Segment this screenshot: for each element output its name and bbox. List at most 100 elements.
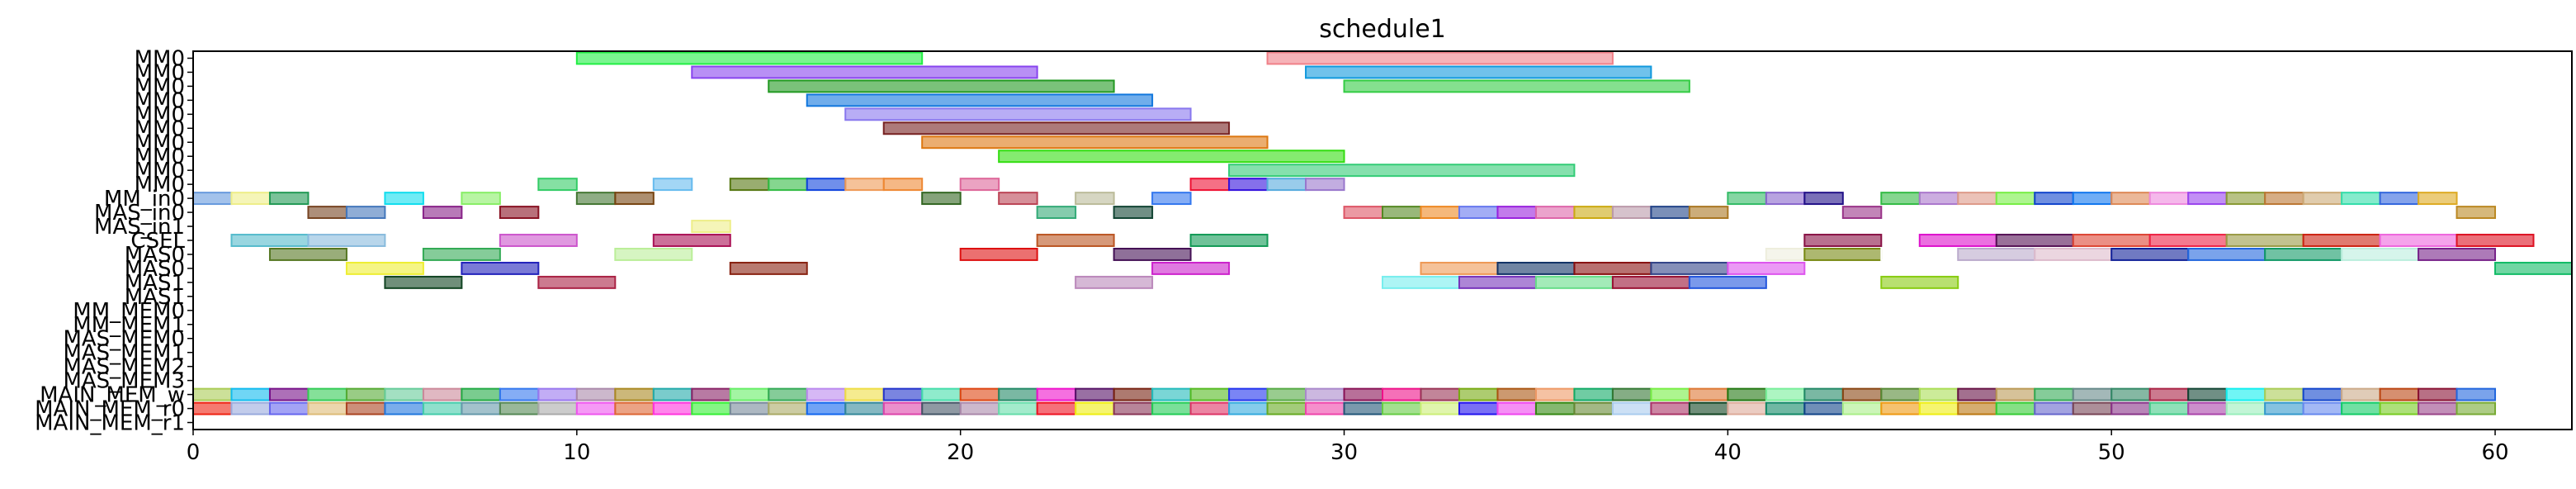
task-bar bbox=[998, 192, 1038, 206]
task-bar bbox=[1305, 401, 1345, 415]
task-bar bbox=[1650, 387, 1690, 401]
task-bar bbox=[768, 387, 808, 401]
task-bar bbox=[1765, 387, 1806, 401]
task-bar bbox=[2187, 192, 2228, 206]
task-bar bbox=[1496, 387, 1537, 401]
task-bar bbox=[1803, 192, 1844, 206]
row-label: MAS1 bbox=[125, 285, 185, 310]
task-bar bbox=[230, 401, 271, 415]
task-bar bbox=[2225, 387, 2266, 401]
x-axis: 0 10 20 30 40 50 60 bbox=[187, 430, 2509, 465]
task-bar bbox=[345, 261, 424, 275]
task-bar bbox=[1075, 387, 1115, 401]
task-bar bbox=[1880, 387, 1921, 401]
task-bar bbox=[2418, 401, 2458, 415]
task-bar bbox=[384, 275, 463, 289]
task-bar bbox=[2072, 192, 2113, 206]
task-bar bbox=[1266, 387, 1307, 401]
task-bar bbox=[1113, 206, 1154, 220]
row-label: MM_in0 bbox=[104, 187, 185, 211]
task-bar bbox=[1880, 401, 1921, 415]
task-bar bbox=[422, 401, 463, 415]
task-bar bbox=[2455, 206, 2497, 220]
task-bar bbox=[1841, 206, 1883, 220]
task-bar bbox=[1765, 192, 1806, 206]
task-bar bbox=[2034, 248, 2113, 261]
task-bar bbox=[1803, 401, 1844, 415]
task-bar bbox=[1611, 401, 1652, 415]
task-bar bbox=[1305, 387, 1345, 401]
task-bar bbox=[499, 206, 540, 220]
task-bar bbox=[2455, 401, 2497, 415]
task-bar bbox=[1151, 387, 1192, 401]
task-bar bbox=[1151, 401, 1192, 415]
task-bar bbox=[614, 192, 655, 206]
task-bar bbox=[1228, 401, 1269, 415]
x-tick-label: 30 bbox=[1331, 440, 1358, 465]
task-bar bbox=[1880, 275, 1959, 289]
task-bar bbox=[921, 401, 962, 415]
task-bar bbox=[1382, 401, 1422, 415]
task-bar bbox=[691, 220, 731, 233]
task-bar bbox=[192, 192, 233, 206]
task-bar bbox=[1228, 178, 1269, 192]
task-bar bbox=[1573, 261, 1652, 275]
task-bar bbox=[1420, 401, 1460, 415]
task-bar bbox=[2148, 192, 2190, 206]
task-bar bbox=[461, 401, 501, 415]
task-bar bbox=[384, 192, 424, 206]
row-label: MAS_MEM1 bbox=[63, 341, 185, 366]
task-bar bbox=[2225, 192, 2266, 206]
task-bar bbox=[2072, 234, 2151, 247]
task-bar bbox=[2110, 248, 2190, 261]
task-bar bbox=[1727, 261, 1806, 275]
task-bar bbox=[691, 65, 1038, 79]
task-bar bbox=[461, 261, 540, 275]
task-bar bbox=[768, 401, 808, 415]
bars-layer bbox=[192, 51, 2573, 415]
task-bar bbox=[230, 192, 271, 206]
row-label: MAIN_MEM_r0 bbox=[35, 397, 185, 422]
task-bar bbox=[1918, 401, 1959, 415]
task-bar bbox=[1880, 192, 1921, 206]
task-bar bbox=[844, 401, 885, 415]
task-bar bbox=[2302, 401, 2343, 415]
task-bar bbox=[1496, 261, 1576, 275]
task-bar bbox=[1382, 275, 1460, 289]
row-label: MAS0 bbox=[125, 257, 185, 282]
task-bar bbox=[1688, 275, 1767, 289]
task-bar bbox=[2302, 387, 2343, 401]
task-bar bbox=[1496, 206, 1537, 220]
task-bar bbox=[729, 387, 770, 401]
task-bar bbox=[2225, 234, 2304, 247]
row-label: MM_MEM0 bbox=[73, 299, 185, 324]
task-bar bbox=[1957, 387, 1997, 401]
row-label: MM0 bbox=[135, 102, 185, 127]
task-bar bbox=[1113, 248, 1192, 261]
task-bar bbox=[230, 234, 310, 247]
task-bar bbox=[1534, 401, 1576, 415]
task-bar bbox=[2379, 387, 2420, 401]
row-label: MAS_MEM2 bbox=[63, 355, 185, 380]
task-bar bbox=[1650, 261, 1729, 275]
x-tick-label: 60 bbox=[2481, 440, 2508, 465]
task-bar bbox=[268, 248, 347, 261]
row-label: MAS1 bbox=[125, 271, 185, 296]
task-bar bbox=[2110, 192, 2151, 206]
task-bar bbox=[230, 387, 271, 401]
task-bar bbox=[1534, 275, 1614, 289]
task-bar bbox=[1189, 234, 1269, 247]
task-bar bbox=[1075, 192, 1115, 206]
task-bar bbox=[921, 387, 962, 401]
task-bar bbox=[2302, 234, 2381, 247]
task-bar bbox=[1573, 387, 1614, 401]
task-bar bbox=[1496, 401, 1537, 415]
task-bar bbox=[1803, 387, 1844, 401]
task-bar bbox=[1611, 206, 1652, 220]
task-bar bbox=[268, 387, 310, 401]
task-bar bbox=[2302, 192, 2343, 206]
task-bar bbox=[1228, 164, 1576, 178]
task-bar bbox=[652, 234, 731, 247]
row-label: MM0 bbox=[135, 88, 185, 113]
task-bar bbox=[998, 150, 1345, 164]
